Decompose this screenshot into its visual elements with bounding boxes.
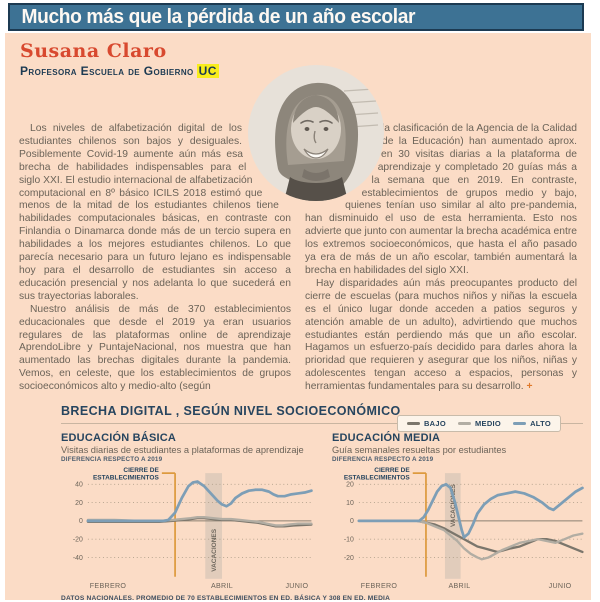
series-bajo — [357, 519, 584, 554]
charts-section-title: BRECHA DIGITAL , SEGÚN NIVEL SOCIOECONÓM… — [61, 404, 401, 419]
chart-note: DIFERENCIA RESPECTO A 2019 — [332, 456, 434, 464]
y-tick-label: -20 — [344, 555, 354, 562]
article-content: Susana Claro Profesora Escuela de Gobier… — [5, 33, 591, 602]
y-tick-label: 20 — [75, 500, 83, 507]
x-axis-label: JUNIO — [285, 582, 308, 590]
school-closure-label: CIERRE DE — [123, 467, 159, 474]
headline-banner: Mucho más que la pérdida de un año escol… — [8, 3, 584, 31]
legend-swatch — [457, 421, 471, 426]
y-tick-label: 20 — [346, 482, 354, 489]
author-name: Susana Claro — [20, 40, 167, 62]
x-axis-label: FEBRERO — [90, 582, 127, 590]
right-column: la clasificación de la Agencia de la Cal… — [305, 123, 577, 394]
author-role: Profesora Escuela de Gobierno UC — [20, 64, 591, 78]
series-alto — [86, 480, 313, 523]
chart-note: DIFERENCIA RESPECTO A 2019 — [61, 456, 163, 464]
vacation-label: VACACIONES — [450, 484, 457, 528]
chart-subtitle: Guía semanales resueltas por estudiantes — [332, 445, 507, 456]
legend-label: ALTO — [530, 419, 551, 429]
article-columns: Los niveles de alfabetización digital de… — [5, 123, 591, 394]
portrait-sketch — [248, 65, 384, 201]
y-tick-label: -20 — [73, 537, 83, 544]
vacation-label: VACACIONES — [211, 528, 218, 572]
x-axis-label: JUNIO — [549, 582, 572, 590]
legend-item-alto: ALTO — [513, 419, 551, 428]
y-tick-label: 40 — [75, 482, 83, 489]
charts-section: BRECHA DIGITAL , SEGÚN NIVEL SOCIOECONÓM… — [5, 398, 591, 602]
chart-legend: BAJO MEDIO ALTO — [396, 415, 561, 433]
legend-label: MEDIO — [474, 419, 502, 429]
charts-row: EDUCACIÓN BÁSICA Visitas diarias de estu… — [61, 432, 584, 593]
org-badge: UC — [196, 64, 219, 78]
chart-title: EDUCACIÓN MEDIA — [332, 432, 441, 445]
paragraph: Hay disparidades aún más preocupantes pr… — [305, 277, 577, 393]
paragraph: la clasificación de la Agencia de la Cal… — [305, 123, 577, 276]
byline: Susana Claro Profesora Escuela de Gobier… — [5, 33, 591, 78]
series-medio — [357, 519, 584, 561]
vacation-band — [444, 473, 461, 579]
paragraph: Los niveles de alfabetización digital de… — [19, 123, 291, 302]
legend-label: BAJO — [423, 419, 446, 429]
series-alto — [357, 482, 584, 539]
chart-subtitle: Visitas diarias de estudiantes a platafo… — [61, 445, 304, 456]
legend-swatch — [513, 421, 527, 426]
chart-educacion-basica: EDUCACIÓN BÁSICA Visitas diarias de estu… — [61, 432, 318, 593]
x-axis-label: ABRIL — [211, 582, 233, 590]
legend-item-medio: MEDIO — [457, 419, 502, 429]
school-closure-label: ESTABLECIMIENTOS — [93, 475, 160, 482]
school-closure-label: CIERRE DE — [374, 467, 410, 474]
school-closure-label: ESTABLECIMIENTOS — [344, 475, 411, 482]
paragraph: Nuestro análisis de más de 370 estableci… — [19, 303, 291, 393]
left-column: Los niveles de alfabetización digital de… — [19, 123, 291, 394]
legend-item-bajo: BAJO — [406, 419, 446, 429]
legend-swatch — [406, 421, 420, 426]
y-tick-label: -10 — [344, 537, 354, 544]
y-tick-label: 0 — [79, 518, 83, 525]
y-tick-label: 0 — [350, 518, 354, 525]
chart-educacion-media: EDUCACIÓN MEDIA Guía semanales resueltas… — [332, 432, 589, 593]
author-role-text: Profesora Escuela de Gobierno — [20, 64, 194, 78]
chart-title: EDUCACIÓN BÁSICA — [61, 432, 177, 445]
y-tick-label: 10 — [346, 500, 354, 507]
x-axis-label: ABRIL — [448, 582, 470, 590]
author-photo — [248, 65, 384, 201]
x-axis-label: FEBRERO — [361, 582, 398, 590]
charts-section-header: BRECHA DIGITAL , SEGÚN NIVEL SOCIOECONÓM… — [61, 404, 583, 433]
page-title: Mucho más que la pérdida de un año escol… — [21, 5, 416, 28]
y-tick-label: -40 — [73, 555, 83, 562]
charts-footnote: DATOS NACIONALES. PROMEDIO DE 70 ESTABLE… — [61, 595, 391, 602]
article-end-mark: + — [526, 381, 533, 393]
